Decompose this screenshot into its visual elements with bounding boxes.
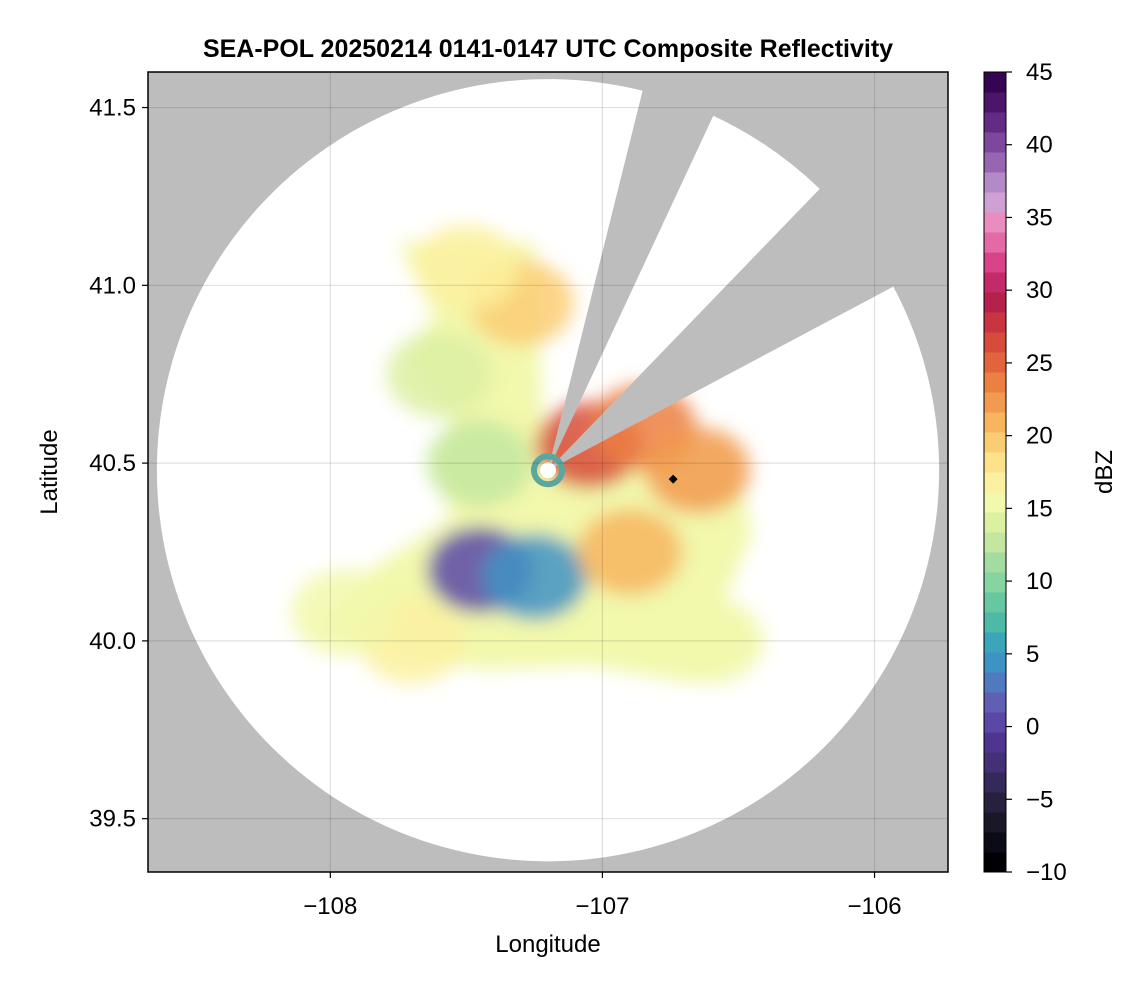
y-tick-label: 41.5 — [89, 95, 136, 122]
plot-frame — [147, 71, 949, 873]
colorbar-segment — [984, 792, 1006, 813]
colorbar-tick-label: 35 — [1026, 204, 1053, 231]
colorbar-segment — [984, 272, 1006, 293]
x-tick-label: −107 — [575, 893, 629, 920]
radar-site-ring — [531, 453, 565, 488]
colorbar-segment — [984, 152, 1006, 173]
colorbar-tick-label: 30 — [1026, 277, 1053, 304]
colorbar-tick-label: 10 — [1026, 568, 1053, 595]
colorbar-segment — [984, 452, 1006, 473]
radar-site — [540, 462, 556, 479]
colorbar-segment — [984, 712, 1006, 733]
x-axis-label: Longitude — [495, 931, 600, 958]
colorbar-segment — [984, 492, 1006, 513]
colorbar-segment — [984, 72, 1006, 93]
colorbar-tick-label: −5 — [1026, 786, 1053, 813]
location-marker[interactable] — [668, 474, 678, 484]
colorbar-segment — [984, 612, 1006, 633]
colorbar-segment — [984, 732, 1006, 753]
colorbar-segment — [984, 592, 1006, 613]
colorbar-segment — [984, 212, 1006, 233]
colorbar-tick-label: 20 — [1026, 423, 1053, 450]
echo-cell — [481, 533, 588, 621]
x-tick-label: −106 — [847, 893, 901, 920]
colorbar-segment — [984, 232, 1006, 253]
echo-cell — [291, 569, 397, 656]
colorbar-segment — [984, 352, 1006, 373]
colorbar-segment — [984, 532, 1006, 553]
y-tick-label: 40.0 — [89, 628, 136, 655]
colorbar-ticks: −10 −5 0 5 10 15 20 25 30 35 40 45 — [1006, 59, 1067, 886]
colorbar-segment — [984, 652, 1006, 673]
colorbar-segment — [984, 132, 1006, 153]
colorbar-segment — [984, 472, 1006, 493]
y-axis-label: Latitude — [36, 429, 63, 514]
y-tick-label: 39.5 — [89, 806, 136, 833]
colorbar-segment — [984, 92, 1006, 113]
colorbar-tick-label: 5 — [1026, 641, 1039, 668]
x-axis-ticks: −108 −107 −106 — [303, 872, 902, 920]
echo-cell — [413, 224, 520, 311]
colorbar-segment — [984, 392, 1006, 413]
colorbar-segment — [984, 832, 1006, 853]
colorbar: −10 −5 0 5 10 15 20 25 30 35 40 45 dBZ — [983, 59, 1118, 886]
colorbar-frame — [983, 71, 1007, 873]
echo-cell — [427, 419, 533, 507]
colorbar-tick-label: 0 — [1026, 714, 1039, 741]
colorbar-segment — [984, 332, 1006, 353]
echo-cell — [644, 427, 751, 514]
colorbar-segment — [984, 512, 1006, 533]
echo-cell — [658, 597, 765, 685]
colorbar-segment — [984, 372, 1006, 393]
colorbar-segment — [984, 412, 1006, 433]
colorbar-segment — [984, 772, 1006, 793]
y-tick-label: 40.5 — [89, 450, 136, 477]
colorbar-tick-label: 40 — [1026, 132, 1053, 159]
x-tick-label: −108 — [303, 893, 357, 920]
echo-cell — [576, 508, 683, 596]
colorbar-segment — [984, 172, 1006, 193]
y-axis-ticks: 39.5 40.0 40.5 41.0 41.5 — [89, 95, 148, 833]
colorbar-segments — [984, 72, 1006, 873]
colorbar-segment — [984, 752, 1006, 773]
colorbar-segment — [984, 112, 1006, 133]
map-plot-area: −108 −107 −106 39.5 40.0 40.5 41.0 41.5 Longit… — [36, 71, 949, 958]
colorbar-segment — [984, 852, 1006, 873]
colorbar-segment — [984, 692, 1006, 713]
figure-title: SEA-POL 20250214 0141-0147 UTC Composite… — [203, 35, 893, 63]
colorbar-segment — [984, 432, 1006, 453]
colorbar-segment — [984, 812, 1006, 833]
colorbar-label: dBZ — [1091, 450, 1118, 494]
echo-cell — [386, 331, 492, 418]
colorbar-tick-label: 15 — [1026, 495, 1053, 522]
colorbar-segment — [984, 312, 1006, 333]
colorbar-segment — [984, 292, 1006, 313]
colorbar-segment — [984, 572, 1006, 593]
colorbar-segment — [984, 552, 1006, 573]
colorbar-tick-label: 25 — [1026, 350, 1053, 377]
colorbar-segment — [984, 192, 1006, 213]
colorbar-segment — [984, 252, 1006, 273]
colorbar-segment — [984, 632, 1006, 653]
colorbar-tick-label: 45 — [1026, 59, 1053, 86]
y-tick-label: 41.0 — [89, 272, 136, 299]
map-gridlines — [148, 72, 948, 872]
colorbar-segment — [984, 672, 1006, 693]
colorbar-tick-label: −10 — [1026, 859, 1067, 886]
